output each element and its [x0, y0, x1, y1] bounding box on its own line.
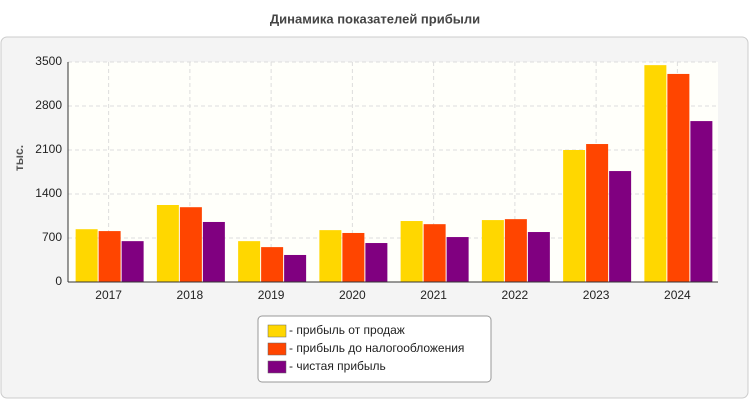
- legend-label: - чистая прибыль: [289, 359, 386, 373]
- bar: [75, 229, 98, 282]
- bar: [481, 220, 504, 282]
- bar: [342, 232, 365, 282]
- bar: [446, 237, 469, 282]
- bar: [423, 224, 446, 282]
- x-tick-label: 2023: [583, 288, 610, 302]
- legend-swatch: [267, 360, 287, 374]
- bar: [690, 121, 713, 282]
- legend-label: - прибыль до налогообложения: [289, 341, 464, 355]
- y-tick-label: 2800: [35, 98, 62, 112]
- bar: [238, 241, 261, 282]
- bar: [202, 221, 225, 282]
- legend-swatch: [267, 342, 287, 356]
- bar: [609, 171, 632, 282]
- bar: [400, 221, 423, 282]
- bar: [644, 65, 667, 283]
- y-tick-label: 1400: [35, 186, 62, 200]
- legend: [257, 315, 492, 383]
- bar: [667, 73, 690, 282]
- bar: [156, 205, 179, 282]
- x-tick-label: 2018: [177, 288, 204, 302]
- bar: [504, 219, 527, 282]
- x-tick-label: 2020: [339, 288, 366, 302]
- bar: [586, 144, 609, 282]
- bar: [563, 150, 586, 282]
- legend-label: - прибыль от продаж: [289, 323, 405, 337]
- y-tick-label: 0: [55, 274, 62, 288]
- y-tick-label: 2100: [35, 142, 62, 156]
- y-tick-label: 700: [42, 230, 62, 244]
- bar: [261, 247, 284, 282]
- bar: [284, 254, 307, 282]
- x-tick-label: 2024: [664, 288, 691, 302]
- bar: [98, 231, 121, 282]
- x-tick-label: 2019: [258, 288, 285, 302]
- bar: [179, 207, 202, 282]
- x-tick-label: 2017: [95, 288, 122, 302]
- bar: [527, 232, 550, 282]
- x-tick-label: 2021: [420, 288, 447, 302]
- bar: [121, 241, 144, 282]
- legend-swatch: [267, 324, 287, 338]
- chart-title: Динамика показателей прибыли: [270, 11, 480, 26]
- x-tick-label: 2022: [502, 288, 529, 302]
- bar: [365, 243, 388, 282]
- bar: [319, 230, 342, 282]
- y-tick-label: 3500: [35, 54, 62, 68]
- y-axis-label: тыс.: [12, 145, 26, 171]
